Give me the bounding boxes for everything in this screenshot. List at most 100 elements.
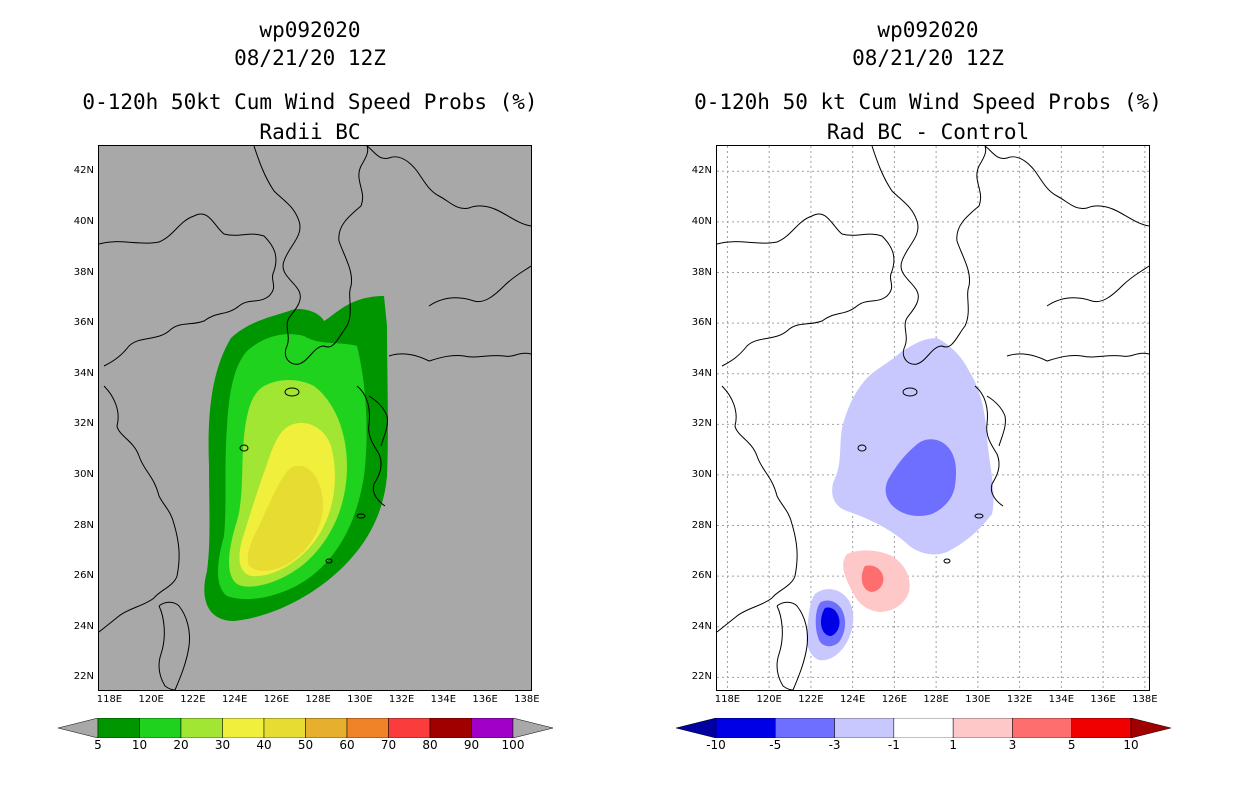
left-colorbar-segment (388, 718, 431, 738)
left-date: 08/21/20 12Z (234, 46, 386, 70)
left-lat-label: 34N (73, 367, 94, 379)
diff-region-neg-mid-main (885, 439, 957, 516)
left-storm-id: wp092020 (259, 18, 361, 42)
diff-region-neg-strong-south (821, 607, 840, 636)
right-lon-label: 128E (923, 694, 949, 705)
left-lon-label: 124E (221, 694, 248, 705)
left-lon-label: 118E (96, 694, 123, 705)
right-lat-label: 36N (691, 317, 712, 329)
left-colorbar-right-triangle (512, 718, 553, 738)
left-lon-label: 126E (263, 694, 290, 705)
right-colorbar-label: -10 (706, 738, 726, 752)
left-colorbar-label: 50 (297, 738, 314, 752)
right-colorbar-label: -3 (828, 738, 841, 752)
right-lon-label: 120E (756, 694, 782, 705)
left-colorbar-segment (222, 718, 265, 738)
right-colorbar-segment (893, 718, 954, 738)
right-colorbar-segment (1071, 718, 1132, 738)
right-lon-label: 136E (1090, 694, 1116, 705)
left-colorbar-label: 90 (463, 738, 480, 752)
left-lon-label: 130E (347, 694, 373, 705)
right-colorbar-right-triangle (1130, 718, 1171, 738)
left-map-svg (99, 146, 531, 690)
left-colorbar-segment (180, 718, 223, 738)
right-lat-label: 38N (691, 266, 712, 278)
right-colorbar-segment (952, 718, 1013, 738)
left-map (98, 145, 532, 691)
left-lat-label: 22N (73, 671, 94, 683)
prob-region-40 (247, 465, 324, 571)
right-colorbar-label: 10 (1123, 738, 1139, 752)
right-lon-label: 122E (798, 694, 824, 705)
right-chart-subtitle: Rad BC - Control (826, 120, 1030, 144)
left-lon-label: 138E (514, 694, 540, 705)
left-lon-label: 136E (472, 694, 498, 705)
right-map-svg (717, 146, 1149, 690)
left-colorbar-label: 60 (339, 738, 355, 752)
diff-region-neg-light-main (832, 338, 994, 555)
right-lat-label: 22N (691, 671, 712, 683)
right-lat-label: 42N (691, 165, 712, 177)
right-lat-label: 24N (691, 620, 712, 632)
left-colorbar (58, 718, 553, 738)
left-colorbar-segment (471, 718, 514, 738)
right-colorbar-segment (715, 718, 776, 738)
right-lon-label: 126E (881, 694, 908, 705)
right-map (716, 145, 1150, 691)
right-lat-label: 28N (691, 519, 712, 531)
left-lat-label: 36N (73, 317, 94, 329)
left-lon-label: 120E (138, 694, 164, 705)
left-colorbar-label: 20 (173, 738, 189, 752)
right-lon-label: 138E (1132, 694, 1158, 705)
right-coastlines (717, 146, 1149, 690)
left-lat-label: 24N (73, 620, 94, 632)
right-colorbar (676, 718, 1171, 738)
left-chart-title: 0-120h 50kt Cum Wind Speed Probs (%) (82, 90, 538, 114)
left-colorbar-segment (139, 718, 182, 738)
right-colorbar-label: 1 (949, 738, 957, 752)
left-lon-label: 134E (430, 694, 457, 705)
right-lon-label: 130E (965, 694, 991, 705)
right-lat-label: 34N (691, 367, 712, 379)
diff-region-pos-mid (861, 565, 884, 592)
left-colorbar-svg (58, 718, 553, 738)
left-colorbar-label: 10 (131, 738, 148, 752)
right-lat-label: 30N (691, 468, 712, 480)
left-colorbar-label: 100 (501, 738, 525, 752)
left-lat-label: 32N (73, 418, 94, 430)
right-colorbar-left-triangle (676, 718, 717, 738)
left-colorbar-left-triangle (58, 718, 99, 738)
left-chart-subtitle: Radii BC (259, 120, 361, 144)
right-chart-title: 0-120h 50 kt Cum Wind Speed Probs (%) (694, 90, 1162, 114)
right-colorbar-label: 5 (1067, 738, 1076, 752)
left-lon-label: 132E (388, 694, 415, 705)
right-colorbar-label: 3 (1008, 738, 1017, 752)
left-colorbar-label: 40 (256, 738, 272, 752)
left-colorbar-label: 70 (380, 738, 397, 752)
right-lat-label: 40N (691, 215, 712, 227)
right-lon-label: 124E (839, 694, 866, 705)
left-lat-label: 26N (73, 570, 94, 582)
right-colorbar-label: -1 (887, 738, 900, 752)
right-colorbar-label: -5 (769, 738, 782, 752)
right-lon-label: 134E (1048, 694, 1075, 705)
right-storm-id: wp092020 (877, 18, 979, 42)
left-colorbar-label: 5 (94, 738, 102, 752)
left-lat-label: 40N (73, 215, 94, 227)
right-colorbar-segment (834, 718, 895, 738)
right-colorbar-svg (676, 718, 1171, 738)
left-lon-label: 128E (305, 694, 331, 705)
left-coastlines (99, 146, 531, 690)
left-colorbar-segment (97, 718, 140, 738)
right-colorbar-segment (775, 718, 835, 738)
right-lat-label: 32N (691, 418, 712, 430)
right-lon-label: 132E (1006, 694, 1033, 705)
left-colorbar-label: 80 (422, 738, 438, 752)
left-lat-label: 28N (73, 519, 94, 531)
right-lat-label: 26N (691, 570, 712, 582)
left-lon-label: 122E (180, 694, 206, 705)
right-date: 08/21/20 12Z (852, 46, 1004, 70)
left-colorbar-label: 30 (214, 738, 231, 752)
right-lon-label: 118E (714, 694, 741, 705)
left-lat-label: 42N (73, 165, 94, 177)
